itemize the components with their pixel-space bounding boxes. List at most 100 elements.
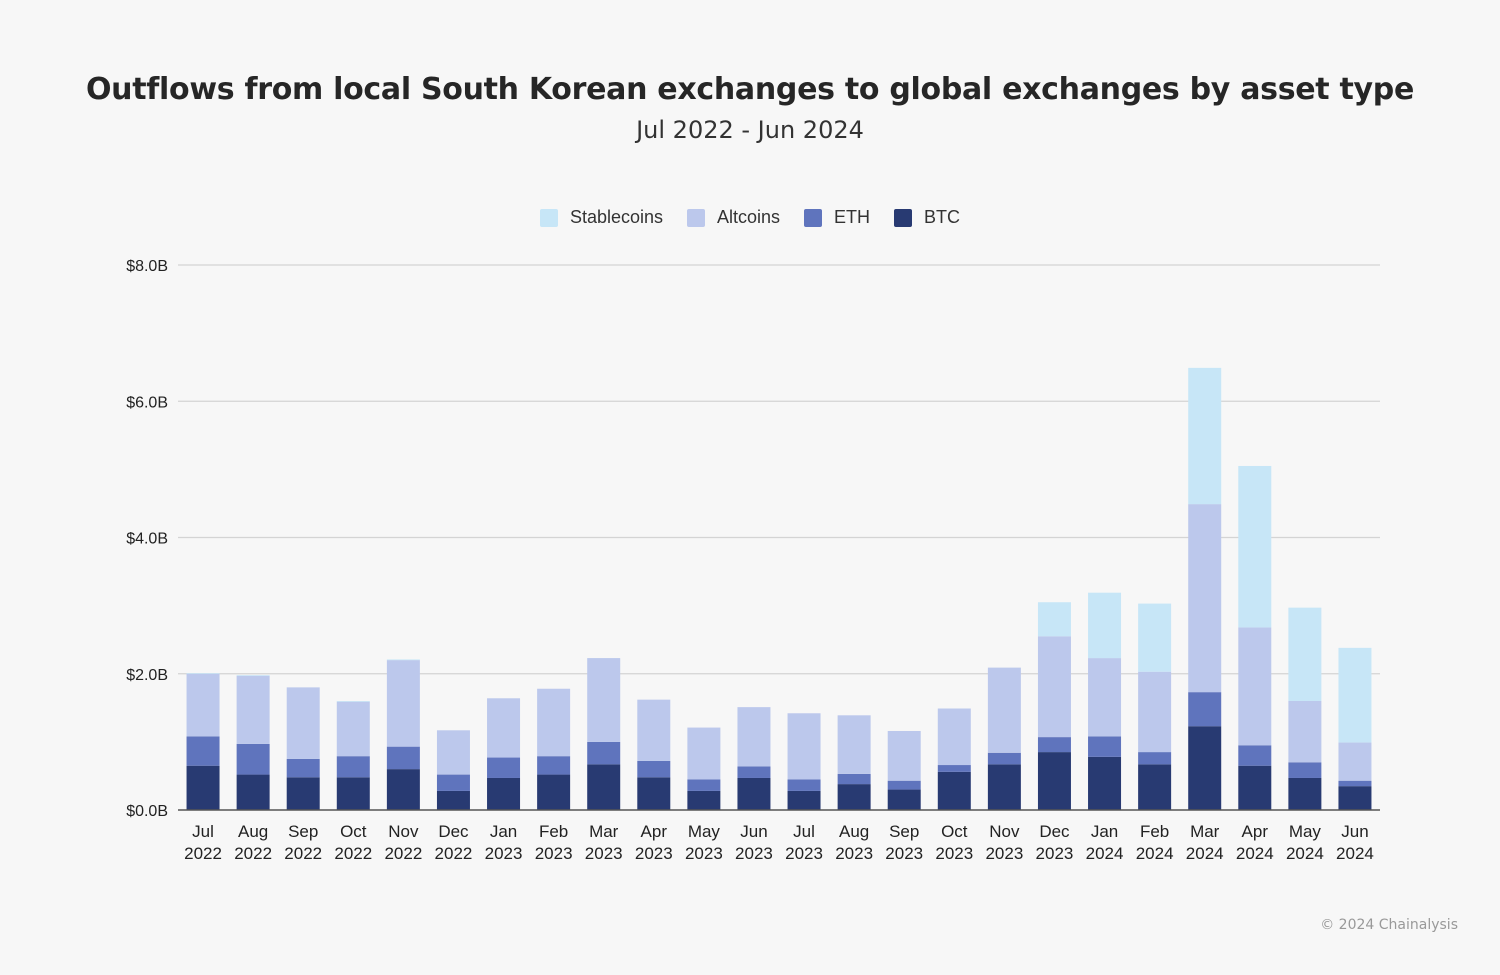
legend-swatch-stablecoins <box>539 208 558 227</box>
legend-swatch-btc <box>894 208 913 227</box>
bar-segment-btc <box>937 771 971 810</box>
legend-item-eth[interactable]: ETH <box>804 207 870 228</box>
bar-segment-stablecoins <box>236 675 270 676</box>
x-tick-label-year: 2022 <box>184 844 222 863</box>
bar-segment-btc <box>687 790 721 810</box>
x-tick-label-month: Mar <box>589 822 619 841</box>
x-tick-label-year: 2024 <box>1236 844 1274 863</box>
x-tick-label-year: 2023 <box>485 844 523 863</box>
bar-segment-stablecoins <box>1288 607 1322 701</box>
bar-segment-eth <box>336 756 370 778</box>
y-tick-label: $0.0B <box>126 803 168 820</box>
x-tick-label-month: Apr <box>641 822 668 841</box>
bar-segment-btc <box>1288 777 1322 810</box>
bar-segment-eth <box>1138 752 1172 765</box>
bar-segment-eth <box>687 779 721 791</box>
x-tick-label-month: Jan <box>490 822 517 841</box>
bar-segment-stablecoins <box>386 659 420 661</box>
x-tick-label-month: May <box>688 822 721 841</box>
bar-segment-altcoins <box>687 727 721 780</box>
x-tick-label-month: Nov <box>989 822 1020 841</box>
bar-segment-altcoins <box>787 713 821 780</box>
bar-segment-altcoins <box>286 687 320 759</box>
bar-segment-altcoins <box>236 675 270 744</box>
bar-segment-altcoins <box>386 660 420 747</box>
legend-label-eth: ETH <box>834 207 871 227</box>
bar-segment-altcoins <box>436 730 470 775</box>
x-tick-label-year: 2022 <box>234 844 272 863</box>
x-tick-label-month: Feb <box>1140 822 1169 841</box>
copyright-text: © 2024 Chainalysis <box>1320 917 1458 933</box>
bar-segment-eth <box>1188 692 1222 727</box>
x-tick-label-year: 2022 <box>334 844 372 863</box>
y-tick-label: $6.0B <box>126 394 168 411</box>
bar-segment-btc <box>737 777 771 810</box>
bar-segment-btc <box>487 777 521 810</box>
bar-segment-altcoins <box>1288 701 1322 763</box>
x-tick-label-month: Dec <box>1039 822 1070 841</box>
bar-segment-btc <box>286 777 320 810</box>
x-tick-label-month: Dec <box>438 822 469 841</box>
legend-item-stablecoins[interactable]: Stablecoins <box>539 207 663 228</box>
x-tick-label-month: Jul <box>192 822 214 841</box>
bar-segment-stablecoins <box>1188 367 1222 505</box>
x-tick-label-year: 2024 <box>1086 844 1124 863</box>
bar-segment-btc <box>336 777 370 810</box>
bar-segment-eth <box>186 736 220 766</box>
bar-segment-eth <box>787 779 821 791</box>
bar-segment-eth <box>1037 737 1071 753</box>
x-tick-label-year: 2023 <box>585 844 623 863</box>
x-tick-label-year: 2022 <box>435 844 473 863</box>
x-tick-label-month: Feb <box>539 822 568 841</box>
bar-segment-eth <box>587 741 621 765</box>
x-tick-label-month: Nov <box>388 822 419 841</box>
bar-segment-altcoins <box>1188 504 1222 693</box>
bar-segment-altcoins <box>1238 627 1272 746</box>
bar-segment-altcoins <box>987 667 1021 753</box>
bar-segment-eth <box>236 743 270 775</box>
x-tick-label-year: 2023 <box>985 844 1023 863</box>
legend-swatch-altcoins <box>687 208 706 227</box>
bar-segment-stablecoins <box>1088 592 1122 659</box>
legend-item-btc[interactable]: BTC <box>894 207 960 228</box>
x-tick-label-month: Oct <box>340 822 367 841</box>
bar-segment-altcoins <box>837 715 871 774</box>
x-tick-label-year: 2023 <box>1036 844 1074 863</box>
bar-segment-eth <box>286 758 320 778</box>
bar-segment-altcoins <box>1037 636 1071 738</box>
bar-segment-btc <box>837 784 871 810</box>
bar-segment-stablecoins <box>186 673 220 674</box>
x-tick-label-year: 2023 <box>635 844 673 863</box>
x-tick-label-year: 2023 <box>885 844 923 863</box>
x-tick-label-year: 2024 <box>1286 844 1324 863</box>
bar-segment-stablecoins <box>1238 465 1272 628</box>
x-tick-label-year: 2023 <box>935 844 973 863</box>
bar-segment-btc <box>537 774 571 810</box>
bar-segment-btc <box>587 764 621 810</box>
bar-segment-btc <box>1188 726 1222 810</box>
bar-segment-eth <box>537 756 571 775</box>
bar-segment-altcoins <box>1088 658 1122 737</box>
bar-segment-altcoins <box>937 708 971 766</box>
bar-segment-btc <box>987 764 1021 810</box>
y-tick-label: $4.0B <box>126 531 168 548</box>
legend-item-altcoins[interactable]: Altcoins <box>687 207 780 228</box>
x-tick-label-year: 2022 <box>384 844 422 863</box>
bar-segment-eth <box>1238 745 1272 766</box>
bar-segment-eth <box>637 760 671 778</box>
x-tick-label-month: Jul <box>793 822 815 841</box>
x-tick-label-year: 2022 <box>284 844 322 863</box>
bar-segment-stablecoins <box>336 701 370 702</box>
x-tick-label-month: May <box>1289 822 1322 841</box>
bar-segment-btc <box>787 790 821 810</box>
legend-swatch-eth <box>804 208 823 227</box>
bar-segment-btc <box>1138 764 1172 810</box>
bar-segment-eth <box>1338 780 1372 787</box>
bar-segment-eth <box>1288 762 1322 778</box>
bar-segment-altcoins <box>637 699 671 761</box>
x-tick-label-month: Jan <box>1091 822 1118 841</box>
bar-segment-altcoins <box>487 698 521 758</box>
x-tick-label-month: Sep <box>889 822 919 841</box>
x-tick-label-month: Jun <box>740 822 767 841</box>
